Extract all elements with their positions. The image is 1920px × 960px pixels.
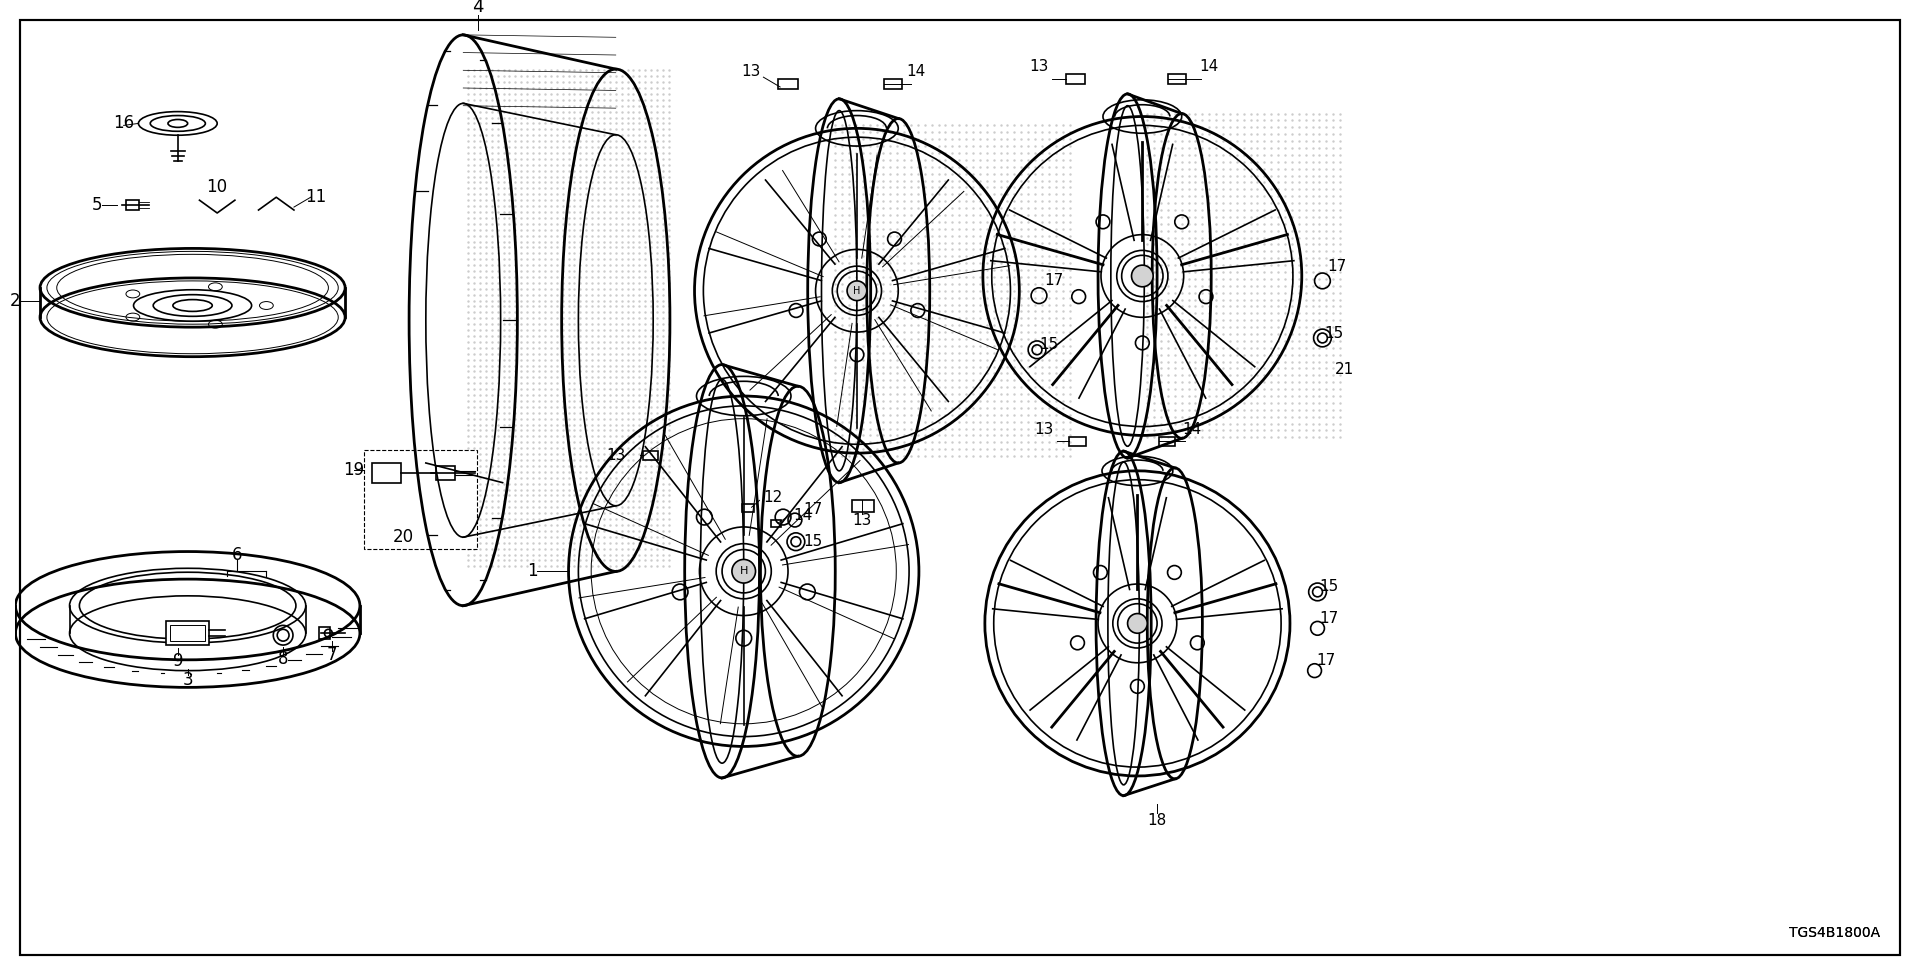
Text: 3: 3 bbox=[182, 670, 194, 688]
Bar bbox=[772, 520, 781, 527]
Text: 14: 14 bbox=[906, 63, 925, 79]
Text: H: H bbox=[852, 286, 860, 296]
Text: 6: 6 bbox=[232, 545, 242, 564]
Text: 17: 17 bbox=[1327, 258, 1346, 274]
Text: 17: 17 bbox=[1319, 611, 1338, 626]
Text: 17: 17 bbox=[1317, 654, 1336, 668]
Text: 8: 8 bbox=[278, 650, 288, 668]
Bar bbox=[1066, 74, 1085, 84]
Text: TGS4B1800A: TGS4B1800A bbox=[1789, 926, 1880, 940]
Bar bbox=[1069, 438, 1087, 446]
Text: 15: 15 bbox=[1325, 325, 1344, 341]
Circle shape bbox=[1131, 265, 1154, 287]
Circle shape bbox=[1127, 613, 1148, 634]
Text: 1: 1 bbox=[526, 563, 538, 580]
Bar bbox=[1167, 74, 1187, 84]
Text: 13: 13 bbox=[1035, 422, 1054, 437]
Text: 18: 18 bbox=[1148, 813, 1167, 828]
Text: 16: 16 bbox=[113, 114, 134, 132]
Bar bbox=[885, 79, 902, 89]
Text: 2: 2 bbox=[10, 292, 21, 309]
Text: 10: 10 bbox=[207, 179, 228, 197]
Bar bbox=[171, 625, 205, 641]
Bar bbox=[778, 79, 799, 89]
Text: 20: 20 bbox=[392, 528, 413, 546]
Bar bbox=[643, 451, 659, 460]
Text: 17: 17 bbox=[803, 502, 822, 516]
Bar bbox=[741, 504, 753, 513]
Text: 11: 11 bbox=[305, 188, 326, 206]
Circle shape bbox=[732, 560, 756, 583]
Text: 15: 15 bbox=[1319, 579, 1338, 593]
Text: 12: 12 bbox=[764, 490, 783, 505]
Text: 14: 14 bbox=[1200, 59, 1219, 74]
Text: 21: 21 bbox=[1334, 362, 1354, 377]
Bar bbox=[372, 463, 401, 483]
Text: 4: 4 bbox=[472, 0, 484, 16]
Bar bbox=[1160, 438, 1175, 446]
Bar bbox=[165, 621, 209, 645]
Text: 14: 14 bbox=[793, 508, 812, 522]
Text: 9: 9 bbox=[173, 652, 182, 670]
Bar bbox=[852, 500, 874, 513]
Text: 13: 13 bbox=[852, 513, 872, 528]
Text: 13: 13 bbox=[1029, 59, 1048, 74]
Text: 7: 7 bbox=[326, 646, 338, 664]
Text: 14: 14 bbox=[1183, 422, 1202, 437]
Text: 15: 15 bbox=[803, 534, 822, 549]
Text: 17: 17 bbox=[1044, 274, 1064, 288]
Bar bbox=[319, 627, 330, 639]
Text: TGS4B1800A: TGS4B1800A bbox=[1789, 926, 1880, 940]
Text: 19: 19 bbox=[344, 461, 365, 479]
Text: 15: 15 bbox=[1039, 337, 1058, 352]
Circle shape bbox=[847, 281, 866, 300]
Text: 13: 13 bbox=[741, 63, 760, 79]
Bar bbox=[125, 201, 140, 210]
Bar bbox=[436, 466, 455, 480]
Text: H: H bbox=[739, 566, 749, 576]
Bar bbox=[363, 450, 476, 548]
Text: 5: 5 bbox=[92, 196, 102, 214]
Text: 13: 13 bbox=[607, 447, 626, 463]
